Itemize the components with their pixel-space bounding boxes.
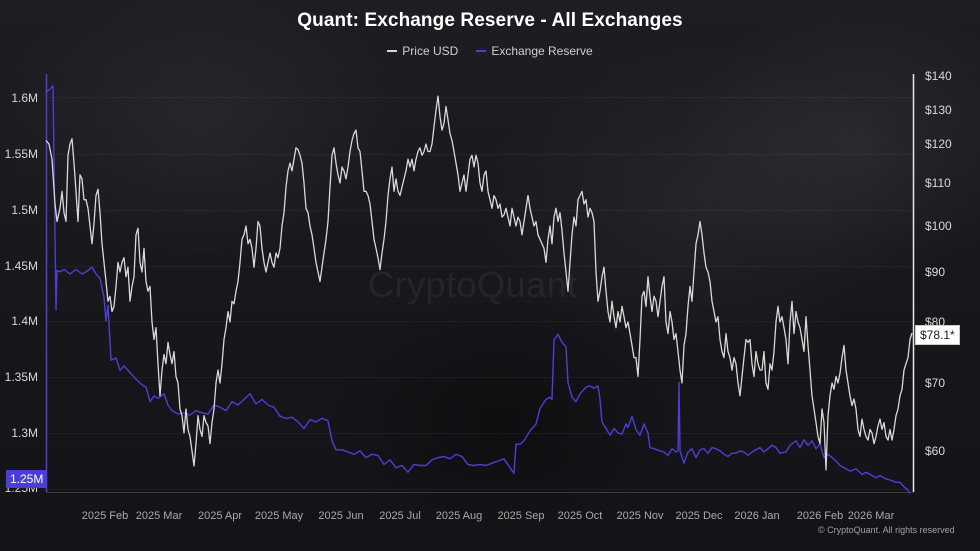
x-axis-tick: 2026 Jan xyxy=(734,510,780,522)
right-axis-tick: $130 xyxy=(925,103,952,117)
x-axis-tick: 2025 Apr xyxy=(197,510,243,522)
copyright-notice: © CryptoQuant. All rights reserved xyxy=(818,525,955,535)
legend-label-price: Price USD xyxy=(402,44,459,58)
current-reserve-badge: 1.25M xyxy=(6,470,48,488)
x-axis-tick: 2025 Oct xyxy=(557,510,603,522)
left-axis-tick: 1.55M xyxy=(4,147,38,161)
left-axis-tick: 1.3M xyxy=(11,426,38,440)
x-axis-tick: 2025 Nov xyxy=(616,510,664,522)
right-axis-tick: $60 xyxy=(925,444,946,458)
chart-title: Quant: Exchange Reserve - All Exchanges xyxy=(297,10,683,31)
x-axis-tick: 2025 Aug xyxy=(435,510,483,522)
current-price-badge: $78.1* xyxy=(915,325,960,345)
price-line xyxy=(45,95,913,471)
legend-item-price[interactable]: Price USD xyxy=(387,44,458,58)
left-axis-tick: 1.5M xyxy=(11,203,38,217)
left-axis-tick: 1.35M xyxy=(4,370,38,384)
exchange-reserve-line xyxy=(45,85,911,494)
x-axis-tick: 2026 Mar xyxy=(847,510,895,522)
x-axis-tick: 2025 Mar xyxy=(135,510,183,522)
left-axis-tick: 1.45M xyxy=(4,259,38,273)
legend-swatch-reserve xyxy=(476,50,487,52)
watermark: CryptoQuant xyxy=(368,264,578,305)
right-axis-tick: $110 xyxy=(925,176,951,190)
x-axis-tick: 2025 Feb xyxy=(81,510,129,522)
legend-item-reserve[interactable]: Exchange Reserve xyxy=(476,44,593,58)
right-axis-tick: $100 xyxy=(925,219,952,233)
left-axis-tick: 1.4M xyxy=(11,314,38,328)
left-axis-tick: 1.6M xyxy=(11,91,38,105)
x-axis-tick: 2025 Jun xyxy=(318,510,364,522)
x-axis-tick: 2025 May xyxy=(254,510,304,522)
legend-swatch-price xyxy=(387,50,398,52)
legend-label-reserve: Exchange Reserve xyxy=(491,44,593,58)
right-axis-tick: $120 xyxy=(925,137,952,151)
right-axis-tick: $140 xyxy=(925,69,952,83)
right-axis-tick: $90 xyxy=(925,265,946,279)
grid-lines xyxy=(47,97,913,490)
right-axis-tick: $70 xyxy=(925,376,946,390)
x-axis-tick: 2025 Dec xyxy=(675,510,723,522)
x-axis-tick: 2025 Jul xyxy=(379,510,421,522)
x-axis-tick: 2026 Feb xyxy=(796,510,844,522)
x-axis-tick: 2025 Sep xyxy=(497,510,545,522)
chart-legend: Price USD Exchange Reserve xyxy=(0,44,980,58)
